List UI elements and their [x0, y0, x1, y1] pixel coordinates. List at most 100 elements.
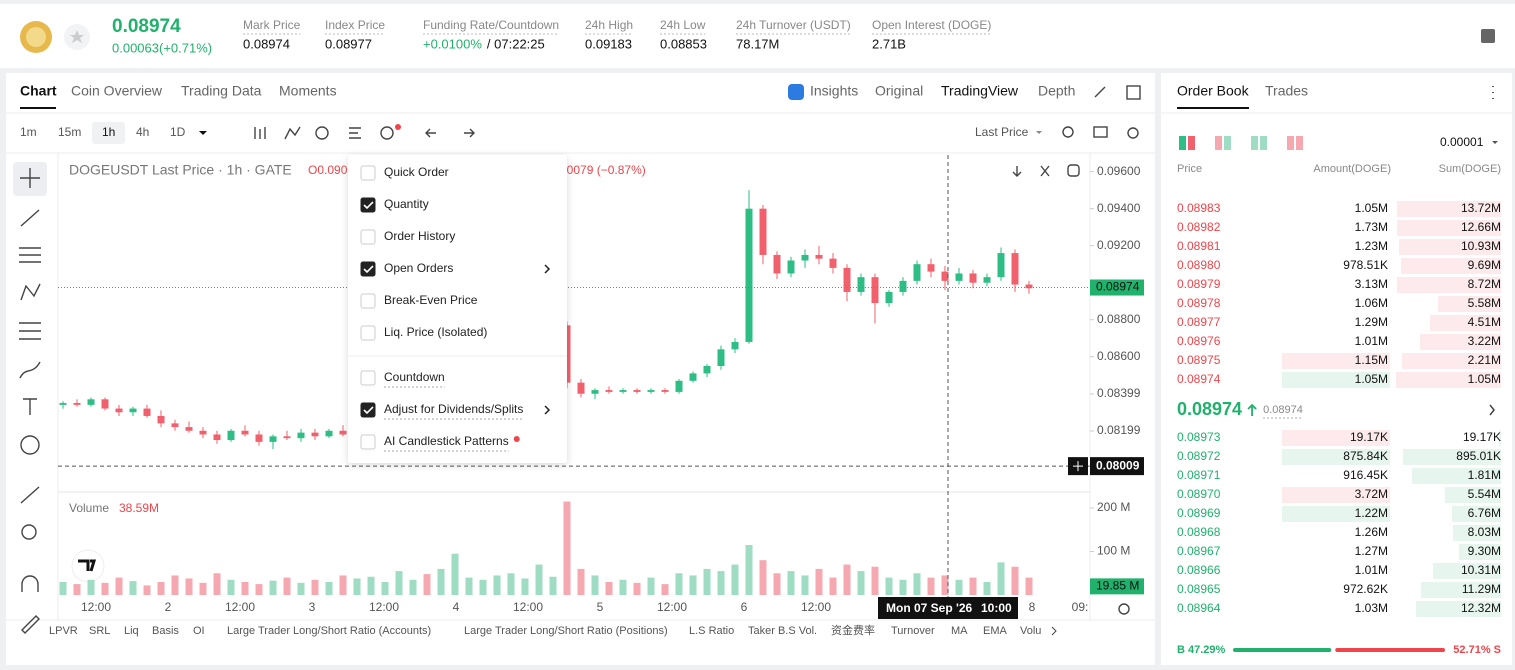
menu-checkbox[interactable]	[360, 370, 376, 386]
menu-item[interactable]: Liq. Price (Isolated)	[384, 325, 487, 339]
menu-checkbox[interactable]	[360, 229, 376, 245]
view-mode-icon[interactable]	[1251, 136, 1258, 150]
indicator[interactable]: Volu	[1020, 625, 1041, 637]
reset-button[interactable]	[1067, 164, 1080, 177]
view-tab[interactable]: TradingView	[941, 83, 1019, 99]
book-tab[interactable]: Order Book	[1177, 83, 1250, 99]
undo-button[interactable]	[425, 128, 436, 138]
interval[interactable]: 1m	[20, 125, 37, 139]
indicator[interactable]: Liq	[124, 625, 139, 637]
pencil-tool[interactable]	[21, 615, 40, 634]
interval[interactable]: 4h	[136, 125, 149, 139]
book-price[interactable]: 0.08965	[1177, 582, 1221, 596]
ruler-tool[interactable]	[20, 486, 40, 504]
book-price[interactable]: 0.08970	[1177, 487, 1221, 501]
line-tool[interactable]	[20, 209, 40, 227]
camera-button[interactable]	[1093, 126, 1108, 138]
interval[interactable]: 1D	[170, 125, 186, 139]
view-tab[interactable]: Insights	[810, 83, 858, 99]
menu-checkbox[interactable]	[360, 402, 376, 418]
price-source[interactable]: Last Price	[975, 125, 1029, 139]
view-mode-icon[interactable]	[1287, 136, 1294, 150]
pattern-tool[interactable]	[20, 283, 41, 301]
indicator[interactable]: EMA	[983, 625, 1008, 637]
view-mode-icon[interactable]	[1224, 136, 1231, 150]
menu-item[interactable]: Break-Even Price	[384, 293, 478, 307]
book-price[interactable]: 0.08966	[1177, 563, 1221, 577]
book-price[interactable]: 0.08967	[1177, 544, 1221, 558]
zoom-tool[interactable]	[21, 524, 37, 540]
indicator[interactable]: OI	[193, 625, 205, 637]
menu-checkbox[interactable]	[360, 165, 376, 181]
add-button[interactable]	[380, 126, 394, 140]
search-button[interactable]	[1062, 126, 1074, 138]
view-mode-icon[interactable]	[1179, 136, 1186, 150]
chart-tab[interactable]: Trading Data	[181, 83, 262, 99]
book-price[interactable]: 0.08982	[1177, 220, 1221, 234]
indicator-button[interactable]	[284, 126, 301, 140]
book-price[interactable]: 0.08983	[1177, 201, 1221, 215]
book-price[interactable]: 0.08972	[1177, 449, 1221, 463]
replay-button[interactable]	[315, 126, 329, 140]
magnet-tool[interactable]	[21, 575, 39, 592]
fib-tool[interactable]	[19, 322, 41, 340]
view-mode-icon[interactable]	[1296, 136, 1303, 150]
menu-item[interactable]: Adjust for Dividends/Splits	[384, 402, 523, 416]
redo-button[interactable]	[464, 128, 475, 138]
emoji-tool[interactable]	[20, 435, 40, 455]
menu-checkbox[interactable]	[360, 293, 376, 309]
time-settings[interactable]	[1118, 603, 1130, 615]
menu-item[interactable]: Quick Order	[384, 165, 449, 179]
menu-checkbox[interactable]	[360, 434, 376, 450]
notebook-icon[interactable]	[1481, 29, 1495, 43]
indicator[interactable]: Taker B.S Vol.	[748, 625, 817, 637]
view-tab[interactable]: Original	[875, 83, 923, 99]
menu-item[interactable]: AI Candlestick Patterns	[384, 434, 509, 448]
book-price[interactable]: 0.08971	[1177, 468, 1221, 482]
text-tool[interactable]	[23, 398, 37, 415]
book-price[interactable]: 0.08968	[1177, 525, 1221, 539]
scroll-button[interactable]	[1012, 166, 1022, 177]
settings-button[interactable]	[1127, 127, 1139, 139]
book-price[interactable]: 0.08980	[1177, 258, 1221, 272]
interval[interactable]: 15m	[58, 125, 81, 139]
book-price[interactable]: 0.08964	[1177, 601, 1221, 615]
precision[interactable]: 0.00001	[1440, 135, 1484, 149]
book-tab[interactable]: Trades	[1265, 83, 1308, 99]
book-price[interactable]: 0.08969	[1177, 506, 1221, 520]
indicator[interactable]: Large Trader Long/Short Ratio (Accounts)	[227, 625, 431, 637]
book-price[interactable]: 0.08976	[1177, 334, 1221, 348]
indicator[interactable]: Large Trader Long/Short Ratio (Positions…	[464, 625, 668, 637]
collapse-button[interactable]	[1040, 165, 1050, 177]
book-price[interactable]: 0.08978	[1177, 296, 1221, 310]
crosshair-tool[interactable]	[20, 168, 40, 188]
view-tab[interactable]: Depth	[1038, 83, 1075, 99]
menu-checkbox[interactable]	[360, 197, 376, 213]
view-mode-icon[interactable]	[1188, 136, 1195, 150]
indicator[interactable]: Basis	[152, 625, 179, 637]
view-mode-icon[interactable]	[1215, 136, 1222, 150]
book-price[interactable]: 0.08977	[1177, 315, 1221, 329]
fullscreen-button[interactable]	[1094, 86, 1106, 98]
template-button[interactable]	[349, 127, 361, 139]
book-price[interactable]: 0.08974	[1177, 372, 1221, 386]
book-price[interactable]: 0.08973	[1177, 430, 1221, 444]
menu-checkbox[interactable]	[360, 261, 376, 277]
layout-button[interactable]	[1126, 85, 1141, 100]
channel-tool[interactable]	[19, 247, 41, 263]
book-price[interactable]: 0.08975	[1177, 353, 1221, 367]
indicator[interactable]: LPVR	[49, 625, 78, 637]
indicator[interactable]: L.S Ratio	[689, 625, 734, 637]
chart-tab[interactable]: Moments	[279, 83, 337, 99]
indicator[interactable]: Turnover	[891, 625, 935, 637]
book-price[interactable]: 0.08979	[1177, 277, 1221, 291]
indicator[interactable]: SRL	[89, 625, 110, 637]
candle-type-button[interactable]	[254, 127, 266, 139]
interval[interactable]: 1h	[102, 125, 115, 139]
brush-tool[interactable]	[19, 361, 41, 379]
menu-item[interactable]: Open Orders	[384, 261, 453, 275]
book-price[interactable]: 0.08981	[1177, 239, 1221, 253]
menu-checkbox[interactable]	[360, 325, 376, 341]
menu-item[interactable]: Countdown	[384, 370, 445, 384]
view-mode-icon[interactable]	[1260, 136, 1267, 150]
